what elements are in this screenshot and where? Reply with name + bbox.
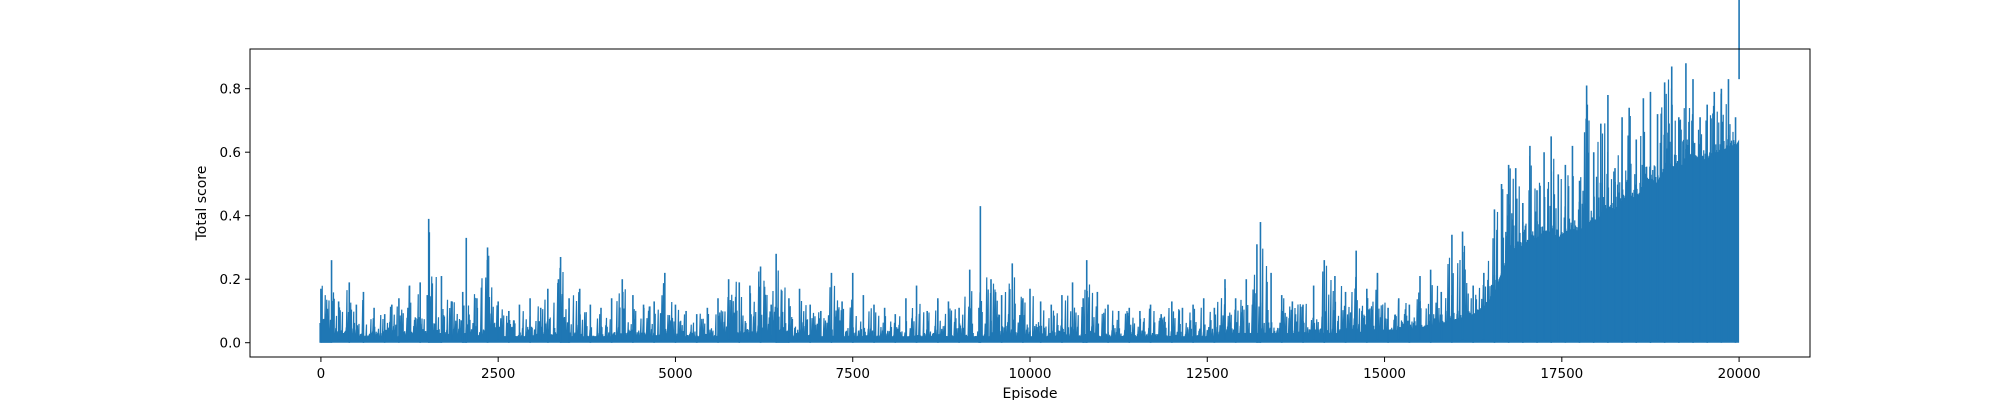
series-trace (319, 79, 1737, 343)
y-axis-label: Total score (194, 166, 210, 242)
x-tick-label: 2500 (481, 366, 515, 382)
x-tick-label: 12500 (1186, 366, 1229, 382)
x-tick-label: 17500 (1540, 366, 1583, 382)
y-tick-label: 0.8 (220, 82, 241, 98)
x-axis-label: Episode (1003, 386, 1058, 400)
y-tick-label: 0.4 (220, 209, 241, 225)
y-tick-label: 0.2 (220, 272, 241, 288)
x-tick-label: 5000 (658, 366, 692, 382)
y-axis: 0.0 0.2 0.4 0.6 0.8 (220, 82, 250, 352)
x-tick-label: 10000 (1009, 366, 1052, 382)
y-tick-label: 0.6 (220, 145, 241, 161)
x-axis: 0 2500 5000 7500 10000 12500 15000 17500 20000 (317, 357, 1761, 382)
x-tick-label: 7500 (836, 366, 870, 382)
x-tick-label: 0 (317, 366, 326, 382)
y-tick-label: 0.0 (220, 336, 241, 352)
x-tick-label: 20000 (1718, 366, 1761, 382)
x-tick-label: 15000 (1363, 366, 1406, 382)
series-line (319, 0, 1740, 343)
